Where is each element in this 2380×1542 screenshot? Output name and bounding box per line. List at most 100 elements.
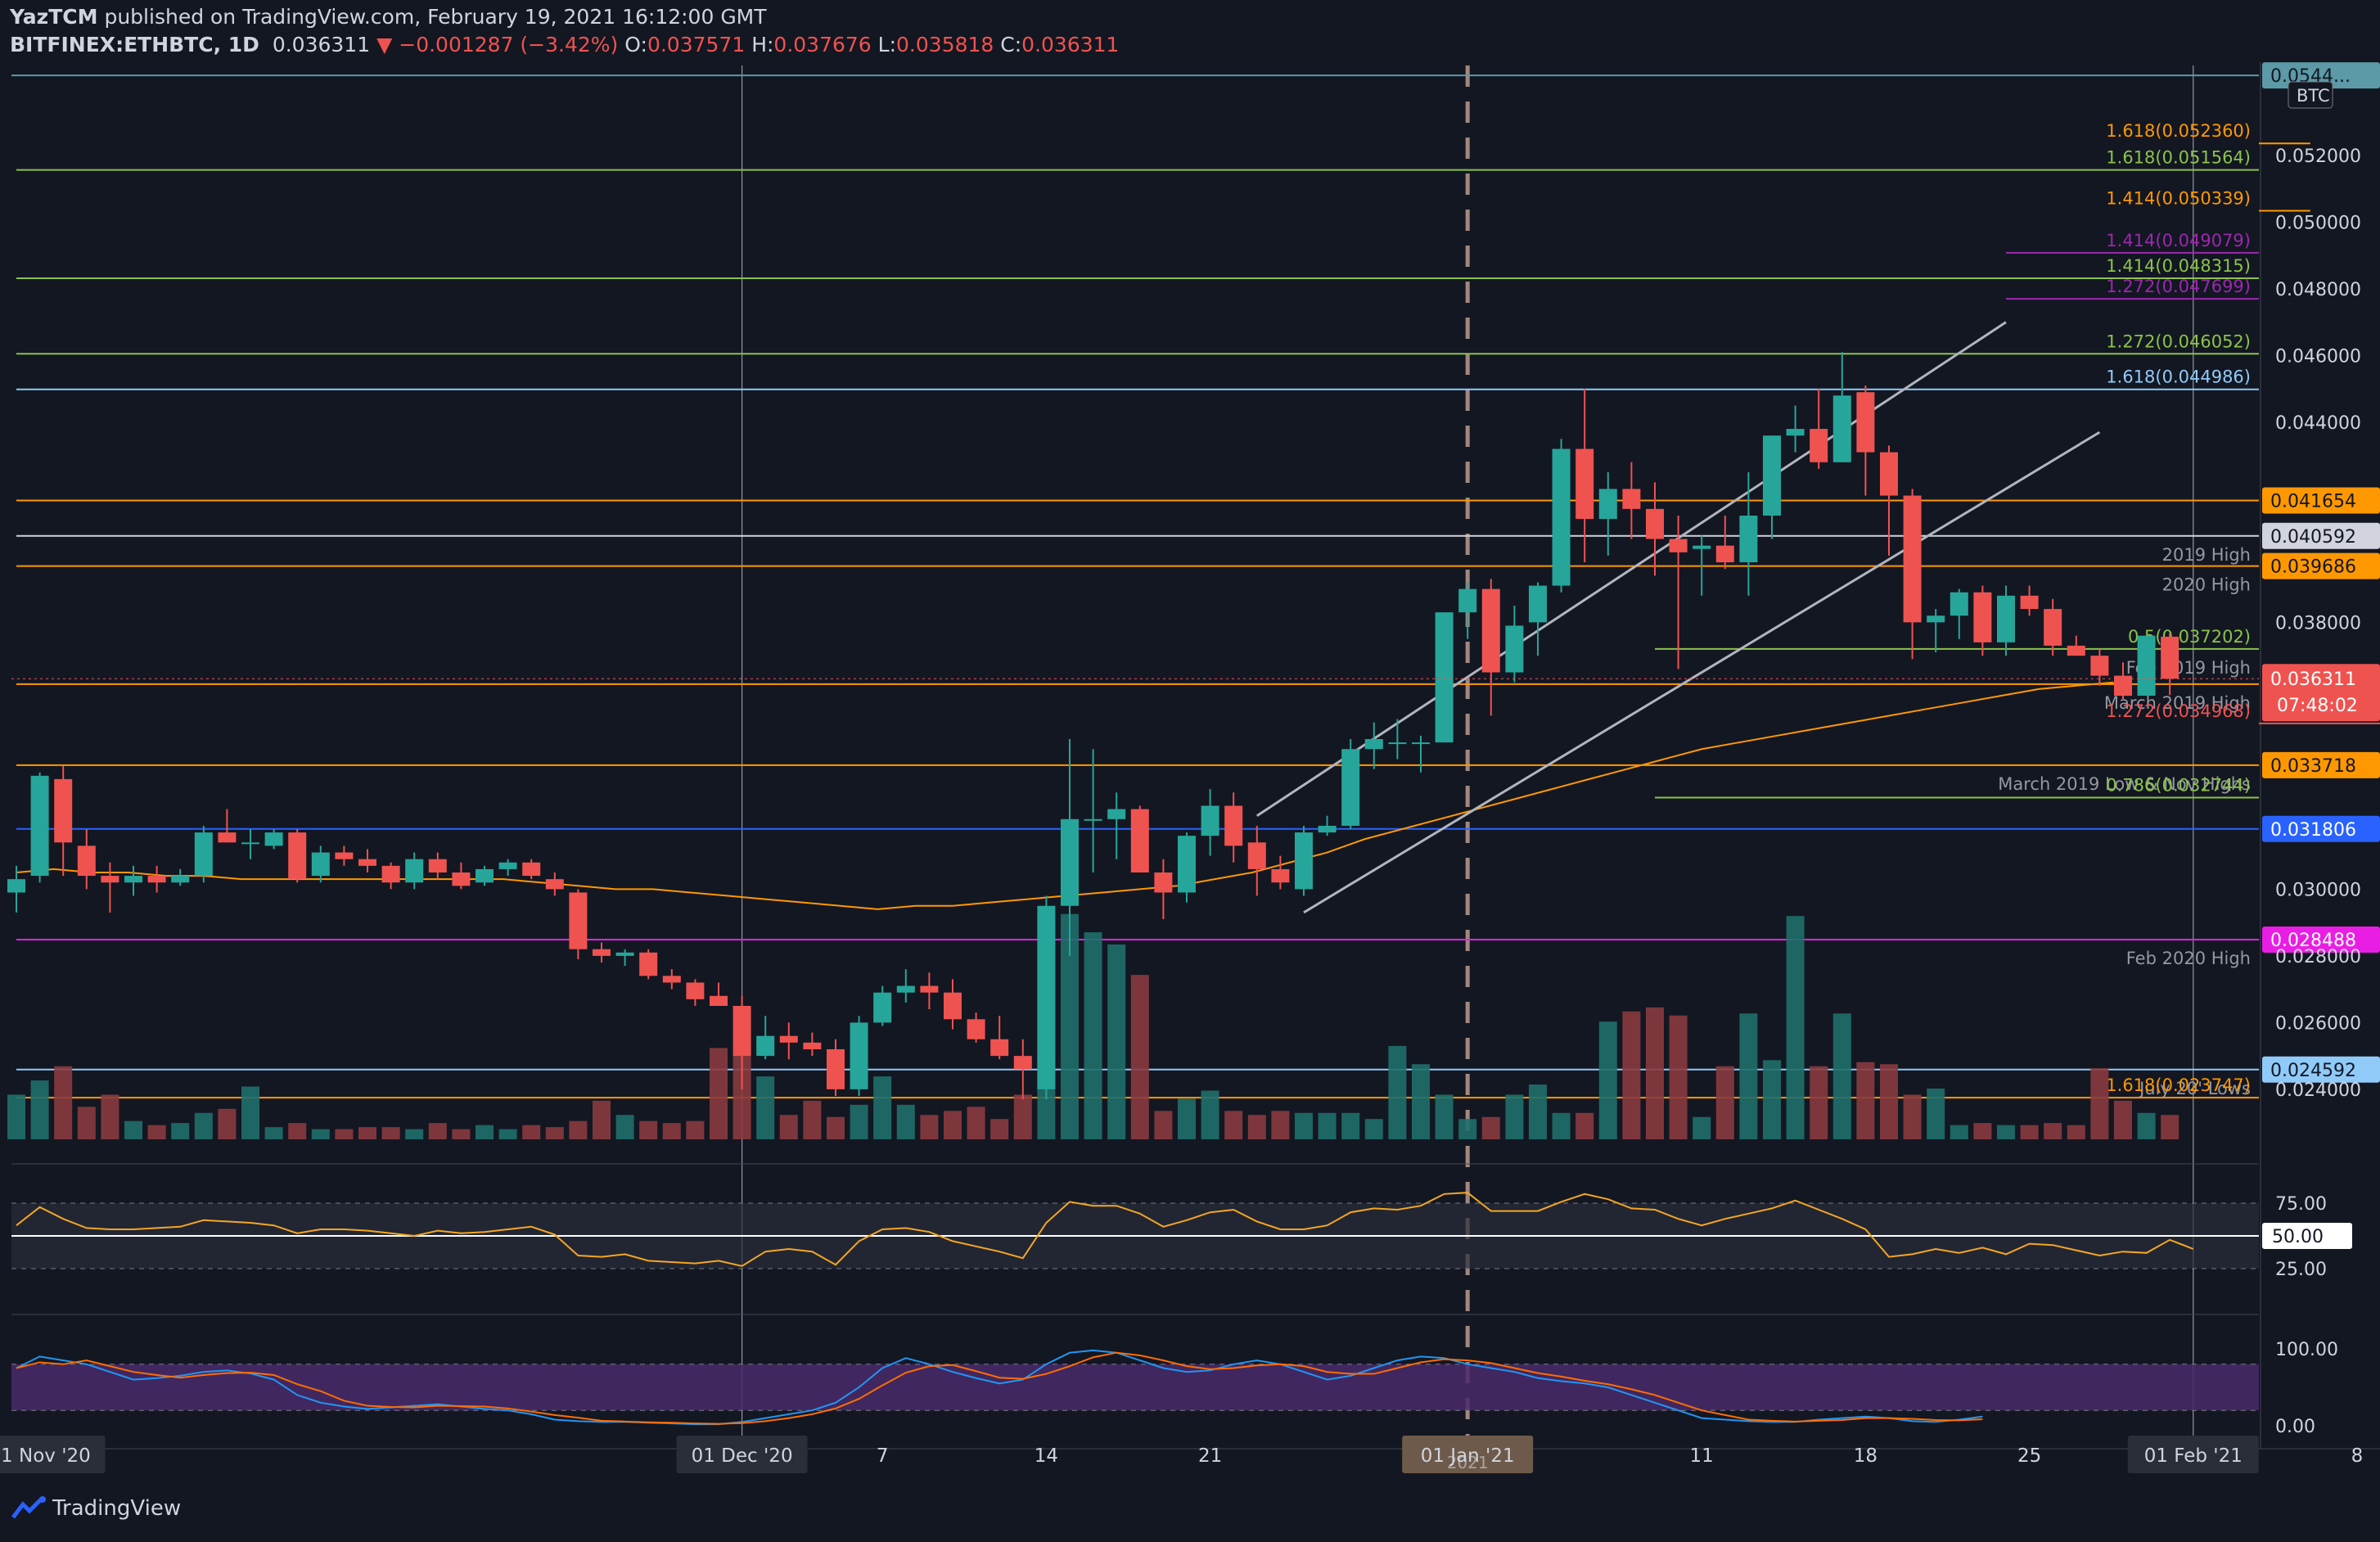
volume-bar-41 [967,1107,985,1139]
volume-bar-42 [990,1119,1009,1139]
volume-bar-10 [241,1086,259,1139]
candle-body-82 [1927,615,1945,623]
volume-bar-32 [756,1076,775,1139]
candle-body-37 [873,992,892,1023]
volume-bar-16 [381,1127,400,1139]
volume-bar-61 [1435,1094,1454,1139]
candle-body-68 [1598,489,1617,520]
volume-bar-71 [1669,1015,1688,1139]
candle-body-45 [1061,818,1079,906]
price-badge-text-15: 0.033718 [2270,756,2356,777]
countdown: 07:48:02 [2277,696,2358,716]
volume-bar-63 [1481,1116,1500,1139]
volume-bar-81 [1903,1094,1922,1139]
volume-bar-52 [1224,1111,1243,1139]
candle-body-5 [124,876,142,883]
candle-body-44 [1037,905,1056,1089]
candle-body-58 [1364,739,1383,750]
candle-body-16 [381,865,400,883]
volume-bar-33 [779,1115,798,1139]
volume-bar-46 [1084,932,1102,1139]
volume-bar-39 [920,1115,939,1139]
stoch-tick-1: 0.00 [2275,1417,2315,1437]
x-tick-5: 01 Jan '21 [1421,1445,1515,1467]
y-tick-1: 0.050000 [2275,213,2361,233]
candle-body-42 [990,1039,1009,1057]
volume-bar-65 [1529,1084,1547,1139]
volume-bar-82 [1927,1089,1945,1139]
candle-body-49 [1154,872,1173,893]
candle-body-78 [1832,395,1851,462]
price-level-label-6: 1.272(0.047699) [2106,277,2251,296]
volume-bar-73 [1715,1066,1734,1139]
y-tick-2: 0.048000 [2275,280,2361,300]
candle-body-1 [30,775,49,877]
candle-body-23 [545,879,564,890]
high-label: H: [751,33,774,56]
volume-bar-78 [1832,1013,1851,1139]
volume-bar-38 [896,1104,915,1139]
volume-bar-19 [452,1129,471,1139]
candle-body-17 [405,859,424,883]
symbol-name[interactable]: BITFINEX:ETHBTC, 1D [10,33,259,56]
candle-body-53 [1247,842,1266,869]
volume-bar-5 [124,1120,142,1139]
volume-bar-49 [1154,1111,1173,1139]
footer: TradingView [0,1486,2380,1542]
low-value: 0.035818 [896,33,994,56]
chart-header: YazTCM published on TradingView.com, Feb… [0,0,2380,62]
candle-body-39 [920,985,939,993]
volume-bar-6 [147,1125,166,1139]
x-tick-1: 01 Dec '20 [692,1445,793,1467]
price-level-label-2: 1.618(0.051564) [2106,148,2251,168]
candle-body-29 [686,982,705,999]
candle-body-12 [288,832,307,880]
volume-bar-76 [1786,916,1805,1139]
publish-info: YazTCM published on TradingView.com, Feb… [10,5,767,29]
last-price: 0.036311 [272,33,371,56]
price-badge-text-9: 0.041654 [2270,491,2356,512]
rsi-50-badge [2262,1223,2352,1249]
candle-body-73 [1715,545,1734,563]
currency-badge [2288,81,2333,109]
candle-body-86 [2020,595,2039,610]
volume-bar-91 [2137,1112,2156,1139]
tradingview-logo[interactable]: TradingView [11,1496,181,1521]
candle-body-64 [1505,625,1524,673]
volume-bar-2 [54,1066,73,1139]
volume-bar-69 [1622,1011,1641,1139]
volume-bar-36 [850,1104,868,1139]
candle-body-34 [803,1042,822,1049]
volume-bar-4 [101,1094,119,1139]
close-label: C: [1000,33,1022,56]
candle-body-24 [569,892,588,949]
candle-body-75 [1763,435,1781,516]
candle-body-54 [1271,868,1290,883]
price-level-label-7: 1.272(0.046052) [2106,331,2251,351]
volume-bar-51 [1201,1090,1219,1139]
candle-body-51 [1201,805,1219,836]
publisher-name[interactable]: YazTCM [10,5,98,29]
candle-body-52 [1224,805,1243,846]
last-price-badge [2262,664,2380,722]
candle-body-28 [662,976,681,983]
x-tick-2: 7 [877,1445,889,1467]
price-change: ▼ −0.001287 (−3.42%) [376,33,619,56]
volume-bar-85 [1997,1125,2015,1139]
candle-body-6 [147,876,166,883]
volume-bar-56 [1318,1112,1336,1139]
volume-bar-35 [827,1116,845,1139]
candle-body-67 [1575,449,1594,520]
volume-bar-92 [2161,1115,2179,1139]
price-badge-18 [2262,926,2380,953]
candle-body-18 [428,859,447,872]
volume-bar-89 [2090,1068,2109,1139]
candle-body-43 [1013,1056,1032,1070]
y-tick-4: 0.044000 [2275,413,2361,434]
volume-bar-74 [1739,1013,1758,1139]
volume-bar-90 [2114,1100,2132,1139]
published-text: published on TradingView.com, February 1… [104,5,767,29]
price-badge-text-11: 0.039686 [2270,557,2356,578]
price-badge-15 [2262,751,2380,778]
